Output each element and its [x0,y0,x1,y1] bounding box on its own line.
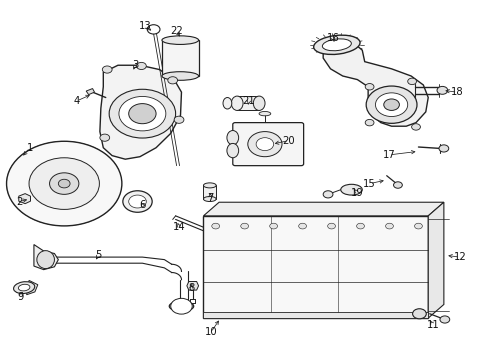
Bar [162,40,198,76]
Circle shape [375,93,408,117]
Text: 22: 22 [170,26,183,36]
Polygon shape [19,194,30,204]
Circle shape [437,86,448,94]
Ellipse shape [227,131,239,145]
Ellipse shape [322,39,351,51]
Ellipse shape [169,301,194,311]
Circle shape [29,158,99,210]
Text: 16: 16 [326,33,339,43]
Ellipse shape [259,112,271,116]
Ellipse shape [18,284,30,291]
Circle shape [171,298,192,314]
Text: 3: 3 [132,60,138,70]
Circle shape [328,223,336,229]
Text: 9: 9 [17,292,24,302]
Text: 7: 7 [208,193,214,203]
Circle shape [365,120,374,126]
Circle shape [384,99,399,111]
Circle shape [412,124,420,130]
Ellipse shape [203,183,216,188]
Text: 8: 8 [188,283,195,293]
Text: 13: 13 [139,21,151,31]
Circle shape [109,89,175,138]
Circle shape [58,179,70,188]
Text: 6: 6 [139,200,146,210]
Circle shape [299,223,307,229]
Ellipse shape [231,96,243,111]
Bar [203,312,428,318]
Ellipse shape [223,98,232,109]
Circle shape [366,86,417,123]
Text: 17: 17 [383,150,395,160]
Text: 4: 4 [74,96,79,106]
Text: 18: 18 [451,87,464,97]
Text: 15: 15 [363,179,376,189]
Text: 2: 2 [16,197,23,207]
Polygon shape [428,202,444,318]
Circle shape [129,104,156,124]
Ellipse shape [37,251,54,269]
Bar [203,185,216,199]
Bar [237,96,259,111]
Circle shape [393,182,402,188]
Text: 1: 1 [27,143,33,153]
Circle shape [386,223,393,229]
Ellipse shape [162,72,198,80]
Circle shape [174,116,184,123]
Circle shape [102,66,112,73]
Ellipse shape [162,36,198,44]
Text: 10: 10 [204,327,217,337]
Circle shape [439,145,449,152]
Text: 20: 20 [283,136,295,145]
Ellipse shape [253,96,265,111]
Text: 12: 12 [454,252,466,262]
Circle shape [6,141,122,226]
Ellipse shape [203,197,216,202]
Circle shape [408,78,416,85]
Circle shape [323,191,333,198]
Circle shape [256,138,274,150]
Bar [203,216,428,318]
Circle shape [100,134,110,141]
Circle shape [123,191,152,212]
Circle shape [241,223,248,229]
Polygon shape [203,202,444,216]
Text: 11: 11 [427,320,440,330]
Text: 19: 19 [351,188,364,198]
Polygon shape [86,89,95,95]
Circle shape [212,223,220,229]
Circle shape [357,223,365,229]
Text: 21: 21 [243,96,255,106]
Polygon shape [100,65,181,159]
Polygon shape [26,280,38,295]
Polygon shape [34,244,58,270]
Text: 5: 5 [95,250,101,260]
Circle shape [137,62,147,69]
Circle shape [440,316,450,323]
Ellipse shape [14,282,35,293]
Polygon shape [187,282,198,290]
Polygon shape [323,42,428,126]
Ellipse shape [227,143,239,158]
Circle shape [129,195,147,208]
Ellipse shape [314,35,360,54]
Circle shape [147,25,160,34]
Circle shape [49,173,79,194]
Circle shape [248,132,282,157]
Circle shape [415,223,422,229]
FancyBboxPatch shape [233,123,304,166]
Circle shape [119,96,166,131]
Ellipse shape [341,184,362,195]
Circle shape [168,77,177,84]
Text: 14: 14 [172,222,185,231]
Circle shape [270,223,277,229]
Circle shape [365,84,374,90]
Circle shape [413,309,426,319]
